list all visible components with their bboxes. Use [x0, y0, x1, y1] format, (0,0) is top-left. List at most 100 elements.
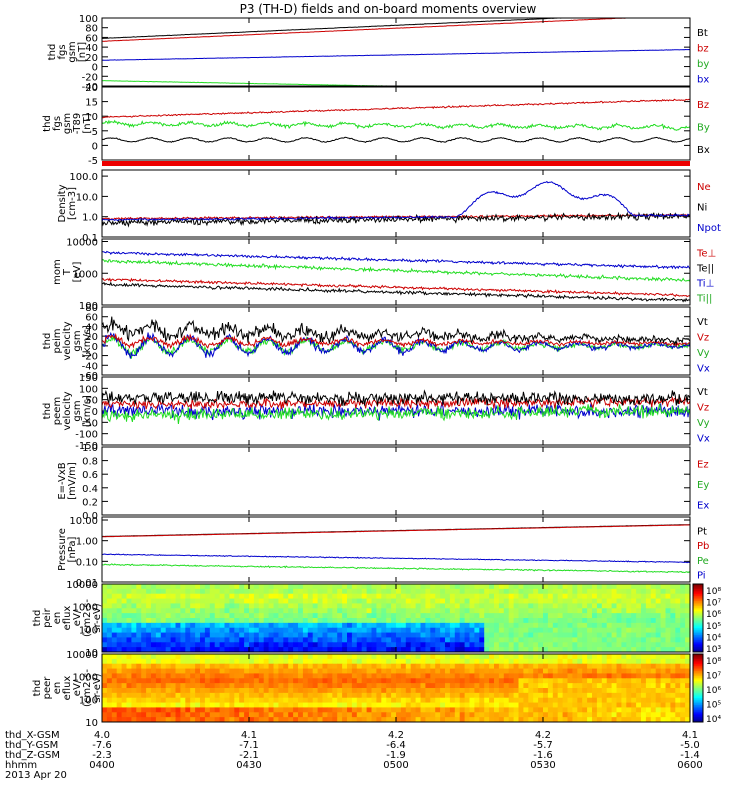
spectrogram-cell: [126, 683, 132, 689]
spectrogram-cell: [464, 598, 470, 604]
spectrogram-cell: [263, 632, 270, 638]
spectrogram-cell: [366, 654, 372, 660]
spectrogram-cell: [371, 598, 377, 604]
spectrogram-cell: [273, 712, 279, 718]
spectrogram-cell: [263, 678, 270, 684]
spectrogram-cell: [650, 588, 657, 595]
spectrogram-cell: [425, 702, 431, 708]
spectrogram-cell: [572, 663, 578, 670]
spectrogram-cell: [440, 637, 446, 643]
spectrogram-cell: [641, 618, 647, 624]
spectrogram-cell: [170, 663, 176, 670]
spectrogram-cell: [621, 712, 627, 718]
spectrogram-cell: [263, 603, 270, 609]
spectrogram-cell: [430, 697, 436, 704]
spectrogram-cell: [288, 613, 294, 619]
spectrogram-cell: [312, 613, 319, 619]
spectrogram-cell: [420, 712, 426, 718]
spectrogram-cell: [660, 697, 666, 704]
spectrogram-cell: [577, 668, 583, 674]
spectrogram-cell: [249, 627, 255, 634]
spectrogram-cell: [562, 632, 568, 638]
spectrogram-cell: [209, 584, 216, 590]
spectrogram-cell: [528, 663, 534, 670]
spectrogram-cell: [469, 697, 475, 704]
ephemeris-value: 0430: [236, 760, 261, 771]
spectrogram-cell: [547, 637, 554, 643]
spectrogram-cell: [170, 584, 176, 590]
spectrogram-cell: [234, 663, 240, 670]
spectrogram-cell: [391, 608, 397, 614]
spectrogram-cell: [685, 642, 691, 648]
spectrogram-cell: [660, 658, 666, 665]
spectrogram-cell: [351, 584, 358, 590]
spectrogram-cell: [327, 707, 333, 713]
spectrogram-cell: [229, 702, 235, 708]
spectrogram-cell: [356, 712, 363, 718]
spectrogram-cell: [621, 642, 627, 648]
spectrogram-cell: [307, 678, 314, 684]
spectrogram-cell: [494, 618, 500, 624]
spectrogram-cell: [347, 697, 353, 704]
spectrogram-cell: [645, 588, 652, 595]
spectrogram-cell: [528, 712, 534, 718]
spectrogram-cell: [268, 702, 274, 708]
spectrogram-cell: [675, 632, 681, 638]
colorbar-cell: [693, 679, 703, 682]
series-line: [101, 250, 691, 270]
spectrogram-cell: [151, 598, 157, 604]
spectrogram-cell: [592, 588, 598, 595]
spectrogram-cell: [160, 692, 167, 699]
spectrogram-cell: [528, 627, 534, 634]
series-line: [101, 180, 691, 222]
spectrogram-cell: [577, 603, 583, 609]
spectrogram-cell: [190, 598, 196, 604]
spectrogram-cell: [538, 608, 544, 614]
spectrogram-cell: [214, 712, 221, 718]
spectrogram-cell: [302, 584, 309, 590]
spectrogram-cell: [131, 702, 137, 708]
spectrogram-cell: [366, 627, 372, 634]
spectrogram-cell: [342, 642, 348, 648]
spectrogram-cell: [577, 584, 583, 590]
spectrogram-cell: [508, 627, 515, 634]
spectrogram-cell: [425, 593, 431, 600]
spectrogram-cell: [572, 618, 578, 624]
spectrogram-cell: [219, 608, 225, 614]
spectrogram-cell: [253, 588, 260, 595]
spectrogram-cell: [219, 663, 225, 670]
spectrogram-cell: [263, 688, 270, 694]
spectrogram-cell: [665, 712, 671, 718]
spectrogram-cell: [498, 678, 505, 684]
spectrogram-cell: [229, 717, 235, 723]
spectrogram-cell: [469, 678, 475, 684]
spectrogram-cell: [249, 697, 255, 704]
spectrogram-cell: [410, 622, 417, 629]
ytick-label: 5: [92, 127, 98, 138]
spectrogram-cell: [572, 632, 578, 638]
spectrogram-cell: [249, 618, 255, 624]
spectrogram-cell: [155, 654, 162, 660]
spectrogram-cell: [420, 632, 426, 638]
spectrogram-cell: [665, 717, 671, 723]
spectrogram-cell: [562, 654, 568, 660]
colorbar-cell: [693, 710, 703, 713]
spectrogram-cell: [366, 702, 372, 708]
spectrogram-cell: [214, 627, 221, 634]
spectrogram-cell: [484, 668, 490, 674]
spectrogram-cell: [229, 613, 235, 619]
spectrogram-cell: [645, 673, 652, 679]
spectrogram-cell: [400, 683, 407, 689]
ephemeris-value: -1.4: [680, 750, 700, 761]
spectrogram-cell: [283, 622, 289, 629]
spectrogram-cell: [106, 632, 113, 638]
spectrogram-cell: [234, 668, 240, 674]
spectrogram-cell: [567, 632, 573, 638]
spectrogram-cell: [533, 707, 539, 713]
spectrogram-cell: [298, 688, 304, 694]
spectrogram-cell: [454, 598, 461, 604]
spectrogram-cell: [400, 658, 407, 665]
spectrogram-cell: [469, 663, 475, 670]
spectrogram-cell: [307, 702, 314, 708]
spectrogram-cell: [680, 663, 686, 670]
